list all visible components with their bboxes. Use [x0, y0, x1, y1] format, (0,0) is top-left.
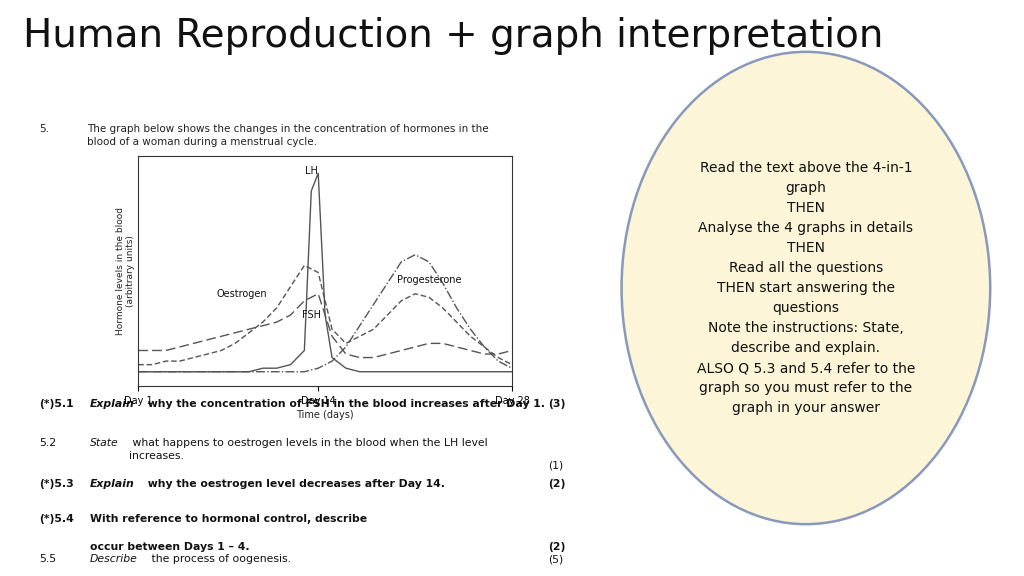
Text: Progesterone: Progesterone — [396, 275, 461, 285]
Text: 5.: 5. — [39, 124, 49, 134]
Text: Oestrogen: Oestrogen — [217, 289, 267, 299]
Text: Read the text above the 4-in-1
graph
THEN
Analyse the 4 graphs in details
THEN
R: Read the text above the 4-in-1 graph THE… — [696, 161, 915, 415]
Text: (2): (2) — [548, 542, 565, 552]
Text: (*)5.3: (*)5.3 — [39, 479, 74, 489]
Text: (1): (1) — [548, 461, 563, 471]
Y-axis label: Hormone levels in the blood
(arbitrary units): Hormone levels in the blood (arbitrary u… — [116, 207, 135, 335]
Text: Human Reproduction + graph interpretation: Human Reproduction + graph interpretatio… — [23, 17, 883, 55]
Text: what happens to oestrogen levels in the blood when the LH level
increases.: what happens to oestrogen levels in the … — [129, 438, 487, 461]
Text: (3): (3) — [548, 399, 565, 408]
Text: the process of oogenesis.: the process of oogenesis. — [148, 554, 292, 564]
Text: LH: LH — [305, 166, 317, 176]
Text: why the oestrogen level decreases after Day 14.: why the oestrogen level decreases after … — [144, 479, 445, 489]
Text: With reference to hormonal control, describe: With reference to hormonal control, desc… — [90, 514, 368, 524]
Text: occur between Days 1 – 4.: occur between Days 1 – 4. — [90, 542, 250, 552]
Text: Explain: Explain — [90, 479, 135, 489]
Text: (2): (2) — [548, 479, 565, 489]
Text: 5.5: 5.5 — [39, 554, 56, 564]
Text: State: State — [90, 438, 119, 448]
Text: (*)5.4: (*)5.4 — [39, 514, 74, 524]
Text: (5): (5) — [548, 554, 563, 564]
Text: The graph below shows the changes in the concentration of hormones in the
blood : The graph below shows the changes in the… — [87, 124, 488, 147]
Text: why the concentration of FSH in the blood increases after Day 1.: why the concentration of FSH in the bloo… — [144, 399, 546, 408]
X-axis label: Time (days): Time (days) — [296, 410, 354, 420]
Text: (*)5.1: (*)5.1 — [39, 399, 74, 408]
Text: Explain: Explain — [90, 399, 135, 408]
Ellipse shape — [622, 52, 990, 524]
Text: Describe: Describe — [90, 554, 138, 564]
Text: 5.2: 5.2 — [39, 438, 56, 448]
Text: FSH: FSH — [302, 310, 321, 320]
